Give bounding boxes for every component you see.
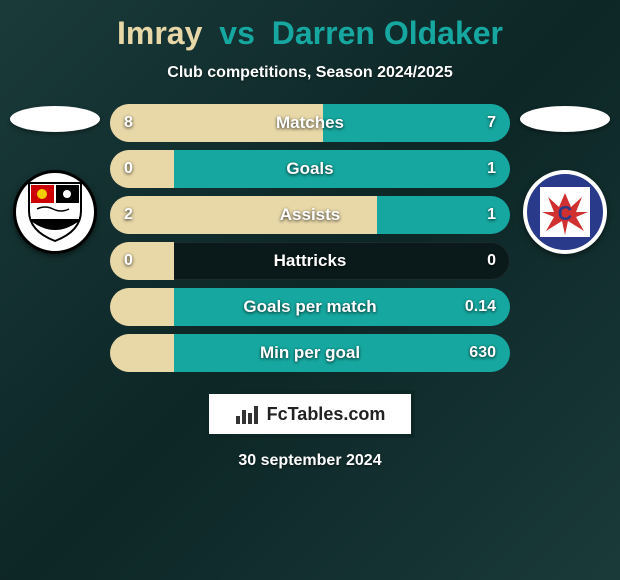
stat-value-left: 0	[124, 160, 133, 178]
vs-text: vs	[219, 15, 255, 51]
comparison-card: Imray vs Darren Oldaker Club competition…	[0, 0, 620, 480]
stat-value-right: 1	[487, 206, 496, 224]
stat-label: Goals	[286, 159, 333, 179]
stat-label: Goals per match	[243, 297, 376, 317]
stat-value-right: 7	[487, 114, 496, 132]
shield-icon	[27, 181, 83, 243]
stat-value-right: 1	[487, 160, 496, 178]
player2-avatar-placeholder	[520, 106, 610, 132]
svg-text:C: C	[558, 203, 572, 225]
brand-logo: FcTables.com	[205, 390, 415, 438]
stat-row: 2 Assists 1	[110, 196, 510, 234]
stat-value-right: 630	[469, 344, 496, 362]
subtitle: Club competitions, Season 2024/2025	[167, 64, 452, 82]
comparison-title: Imray vs Darren Oldaker	[117, 15, 503, 52]
bar-right	[323, 104, 510, 142]
stat-row: Goals per match 0.14	[110, 288, 510, 326]
bar-left	[110, 150, 174, 188]
stat-label: Assists	[280, 205, 340, 225]
stats-container: 8 Matches 7 0 Goals 1 2 Assists 1 0 Hattricks 0 Goal…	[110, 104, 510, 372]
footer-date: 30 september 2024	[238, 452, 381, 470]
bar-left	[110, 334, 174, 372]
stat-label: Matches	[276, 113, 344, 133]
player1-name: Imray	[117, 15, 202, 51]
stat-value-left: 2	[124, 206, 133, 224]
stat-value-right: 0	[487, 252, 496, 270]
team2-badge: C	[523, 170, 607, 254]
team1-badge	[13, 170, 97, 254]
left-side	[0, 104, 110, 254]
stat-row: 8 Matches 7	[110, 104, 510, 142]
player1-avatar-placeholder	[10, 106, 100, 132]
bar-right	[174, 150, 510, 188]
stat-value-right: 0.14	[465, 298, 496, 316]
stat-row: 0 Goals 1	[110, 150, 510, 188]
bar-left	[110, 288, 174, 326]
chart-icon	[235, 404, 261, 424]
player2-name: Darren Oldaker	[272, 15, 503, 51]
stat-row: Min per goal 630	[110, 334, 510, 372]
stat-label: Min per goal	[260, 343, 360, 363]
team2-letter: C	[540, 187, 590, 237]
stat-value-left: 8	[124, 114, 133, 132]
right-side: C	[510, 104, 620, 254]
main-area: 8 Matches 7 0 Goals 1 2 Assists 1 0 Hattricks 0 Goal…	[0, 104, 620, 372]
brand-text: FcTables.com	[267, 404, 386, 425]
bar-left	[110, 242, 174, 280]
stat-row: 0 Hattricks 0	[110, 242, 510, 280]
stat-value-left: 0	[124, 252, 133, 270]
stat-label: Hattricks	[274, 251, 347, 271]
